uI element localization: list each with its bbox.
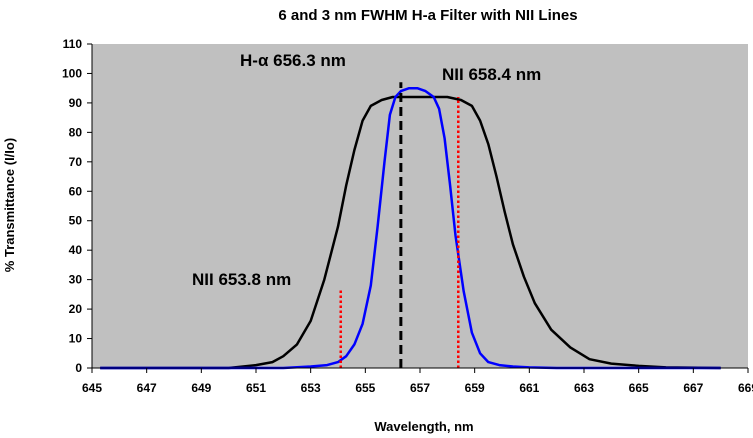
series-line-2	[100, 86, 721, 370]
y-tick-label: 110	[63, 37, 83, 51]
nii-653-label: NII 653.8 nm	[192, 270, 291, 289]
x-tick-label: 663	[574, 381, 594, 395]
y-tick-label: 60	[69, 184, 83, 198]
x-tick-label: 661	[519, 381, 539, 395]
y-tick-label: 50	[69, 214, 83, 228]
y-axis-title: % Transmittance (I/Io)	[2, 138, 17, 272]
h-alpha-label: H-α 656.3 nm	[240, 51, 346, 70]
y-tick-label: 0	[75, 361, 82, 375]
series-layer	[100, 86, 721, 370]
y-tick-label: 10	[69, 332, 83, 346]
x-tick-label: 645	[82, 381, 102, 395]
x-tick-label: 653	[301, 381, 321, 395]
x-axis-title: Wavelength, nm	[374, 419, 473, 434]
vline-layer	[339, 82, 460, 368]
plot-area	[92, 44, 748, 368]
x-tick-label: 647	[137, 381, 157, 395]
y-tick-label: 100	[62, 66, 82, 80]
y-tick-label: 20	[69, 302, 83, 316]
x-tick-label: 667	[683, 381, 703, 395]
x-tick-label: 669	[738, 381, 753, 395]
axis-layer: 0 10 20 30 40 50 60 70 80 90 100 110 645 647 649 651 653…	[62, 37, 753, 395]
nii-658-label: NII 658.4 nm	[442, 65, 541, 84]
x-tick-label: 665	[629, 381, 649, 395]
y-tick-label: 70	[69, 155, 83, 169]
x-tick-label: 649	[191, 381, 211, 395]
y-tick-label: 30	[69, 273, 83, 287]
chart-title: 6 and 3 nm FWHM H-a Filter with NII Line…	[278, 7, 577, 24]
y-tick-label: 40	[69, 243, 83, 257]
y-tick-label: 90	[69, 96, 83, 110]
x-tick-label: 657	[410, 381, 430, 395]
x-tick-label: 659	[465, 381, 485, 395]
y-tick-label: 80	[69, 125, 83, 139]
x-tick-label: 651	[246, 381, 266, 395]
annotation-layer: H-α 656.3 nm NII 658.4 nm NII 653.8 nm	[192, 51, 541, 289]
x-tick-label: 655	[355, 381, 375, 395]
